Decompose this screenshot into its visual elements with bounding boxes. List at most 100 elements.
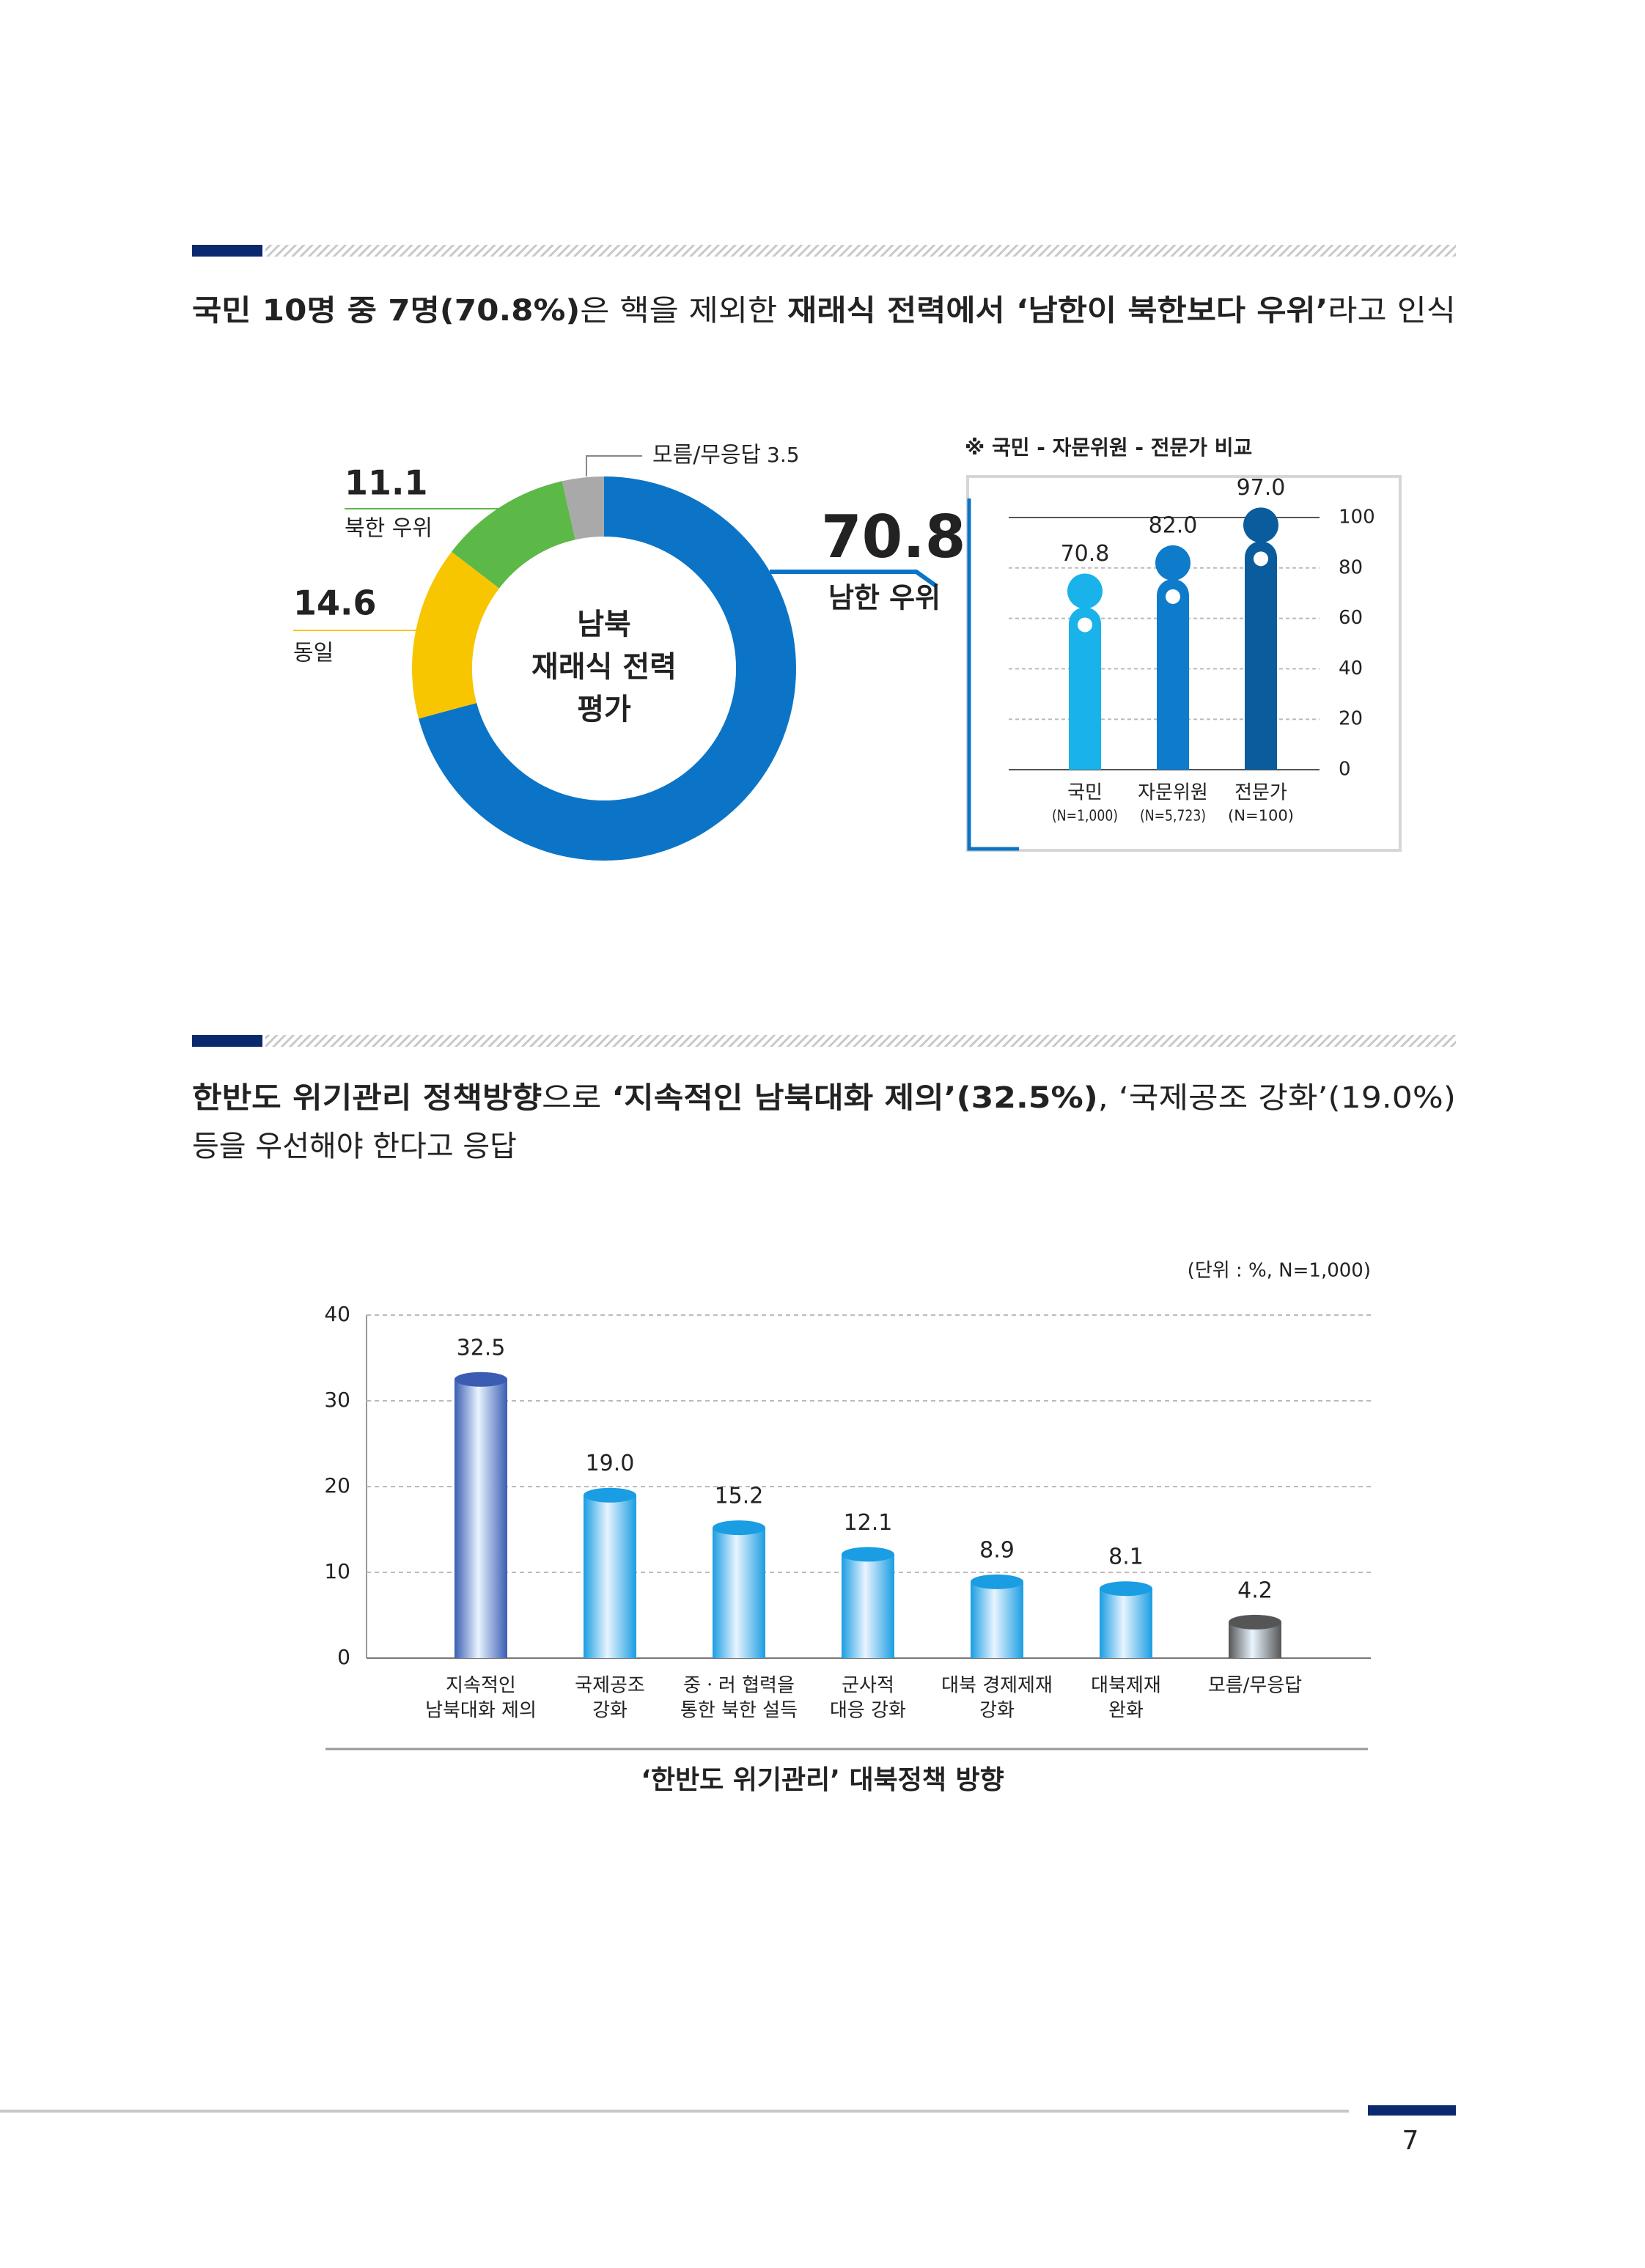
x-tick-sublabel: (N=5,723) [1140, 807, 1206, 825]
leader-line [586, 455, 642, 476]
y-tick-label: 100 [1339, 507, 1375, 529]
bar [842, 1554, 894, 1658]
footer-marker [1368, 2105, 1456, 2116]
x-tick-label: 중ㆍ러 협력을 [683, 1675, 795, 1697]
value-label: 19.0 [586, 1451, 635, 1476]
value-label: 11.1 [345, 463, 428, 503]
donut-segment [412, 551, 500, 719]
chart-title: ※ 국민 - 자문위원 - 전문가 비교 [965, 435, 1252, 460]
y-tick-label: 40 [1339, 658, 1363, 680]
value-label: 12.1 [844, 1510, 893, 1536]
x-tick-label: 대북제재 [1091, 1675, 1161, 1697]
bar-cap [1229, 1614, 1281, 1630]
bar-cap [1100, 1581, 1152, 1597]
y-tick-label: 80 [1339, 556, 1363, 578]
value-label: 70.8 [821, 503, 965, 571]
y-tick-label: 20 [1339, 708, 1363, 730]
bar [1100, 1588, 1152, 1658]
y-tick-label: 40 [324, 1302, 350, 1326]
section-marker [192, 1035, 262, 1047]
x-tick-label: 대북 경제제재 [941, 1675, 1053, 1697]
value-label: 14.6 [293, 583, 377, 623]
section-rule [265, 1035, 1456, 1047]
bar [1157, 578, 1189, 770]
category-label: 동일 [293, 641, 334, 666]
bar [1069, 607, 1101, 770]
bar-cap [713, 1520, 765, 1536]
bar-dot [1254, 551, 1268, 567]
x-tick-sublabel: (N=100) [1228, 807, 1294, 825]
box-accent [967, 498, 1019, 851]
heading-run: 한반도 위기관리 정책방향 [192, 1081, 542, 1115]
x-tick-label: 지속적인 [446, 1675, 516, 1697]
heading-run: 은 핵을 제외한 [580, 294, 787, 328]
category-label: 모름/무응답 [652, 443, 761, 468]
chart-title: ‘한반도 위기관리’ 대북정책 방향 [641, 1765, 1004, 1795]
heading-run: ‘지속적인 남북대화 제의’(32.5%) [611, 1081, 1097, 1115]
leader-line [770, 570, 938, 589]
donut-hole [472, 537, 736, 800]
center-label: 평가 [577, 693, 631, 726]
y-tick-label: 0 [337, 1645, 350, 1669]
page-number: 7 [1402, 2126, 1419, 2156]
x-tick-label: 국제공조 [575, 1675, 645, 1697]
bar [971, 1581, 1023, 1658]
value-label: 4.2 [1237, 1577, 1273, 1603]
center-label: 재래식 전력 [531, 650, 677, 684]
x-tick-label: 모름/무응답 [1208, 1675, 1302, 1697]
heading-run: 으로 [542, 1081, 611, 1115]
donut-segment [562, 476, 604, 540]
value-label: 8.9 [979, 1537, 1015, 1563]
value-label: 70.8 [1061, 541, 1110, 567]
heading-run: , ‘국제공조 강화’(19.0%) [1098, 1081, 1456, 1115]
bar-cap [455, 1372, 507, 1387]
y-tick-label: 20 [324, 1473, 350, 1498]
heading-line: 국민 10명 중 7명(70.8%) 은 핵을 제외한 재래식 전력에서 ‘남한이… [192, 294, 1456, 328]
bar-dot [1166, 589, 1180, 604]
y-tick-label: 10 [324, 1559, 350, 1583]
heading-line: 한반도 위기관리 정책방향 으로 ‘지속적인 남북대화 제의’(32.5%), ‘… [192, 1081, 1456, 1115]
value-label: 82.0 [1149, 512, 1198, 538]
y-tick-label: 0 [1339, 759, 1351, 781]
donut-segment [451, 481, 575, 589]
value-label: 15.2 [715, 1484, 764, 1509]
unit-note: (단위 : %, N=1,000) [1188, 1260, 1371, 1282]
bar-cap [971, 1574, 1023, 1589]
bar-cap [584, 1487, 636, 1503]
heading-run: 라고 인식 [1328, 294, 1456, 328]
donut-segment [419, 476, 797, 861]
x-tick-label: 자문위원 [1138, 782, 1208, 804]
y-tick-label: 60 [1339, 607, 1363, 629]
x-tick-label: 대응 강화 [830, 1700, 906, 1722]
x-tick-label: 통한 북한 설득 [680, 1700, 798, 1722]
category-label: 남한 우위 [828, 582, 941, 614]
value-label: 8.1 [1108, 1544, 1144, 1570]
section-marker [192, 245, 262, 257]
heading-run: 재래식 전력에서 ‘남한이 북한보다 우위’ [787, 294, 1328, 328]
category-label: 북한 우위 [345, 516, 433, 542]
value-label: 3.5 [767, 443, 800, 467]
heading-run: 국민 10명 중 7명(70.8%) [192, 294, 580, 328]
y-tick-label: 30 [324, 1388, 350, 1412]
bar [713, 1528, 765, 1658]
heading-line: 등을 우선해야 한다고 응답 [192, 1130, 517, 1163]
x-tick-label: 국민 [1067, 782, 1103, 804]
value-label: 32.5 [457, 1335, 506, 1361]
x-tick-label: 군사적 [842, 1675, 894, 1697]
bar-dot [1078, 617, 1092, 633]
lollipop-head [1155, 545, 1190, 581]
lollipop-head [1243, 507, 1278, 543]
lollipop-head [1067, 573, 1103, 609]
bar [1245, 541, 1277, 770]
heading-run: 등을 우선해야 한다고 응답 [192, 1130, 517, 1163]
x-tick-label: 완화 [1108, 1700, 1144, 1722]
x-tick-sublabel: (N=1,000) [1052, 807, 1118, 825]
bar [455, 1379, 507, 1658]
x-tick-label: 강화 [979, 1700, 1015, 1722]
x-tick-label: 남북대화 제의 [425, 1700, 537, 1722]
x-tick-label: 강화 [592, 1700, 628, 1722]
section-rule [265, 245, 1456, 257]
bar [584, 1495, 636, 1658]
bar-cap [842, 1547, 894, 1562]
